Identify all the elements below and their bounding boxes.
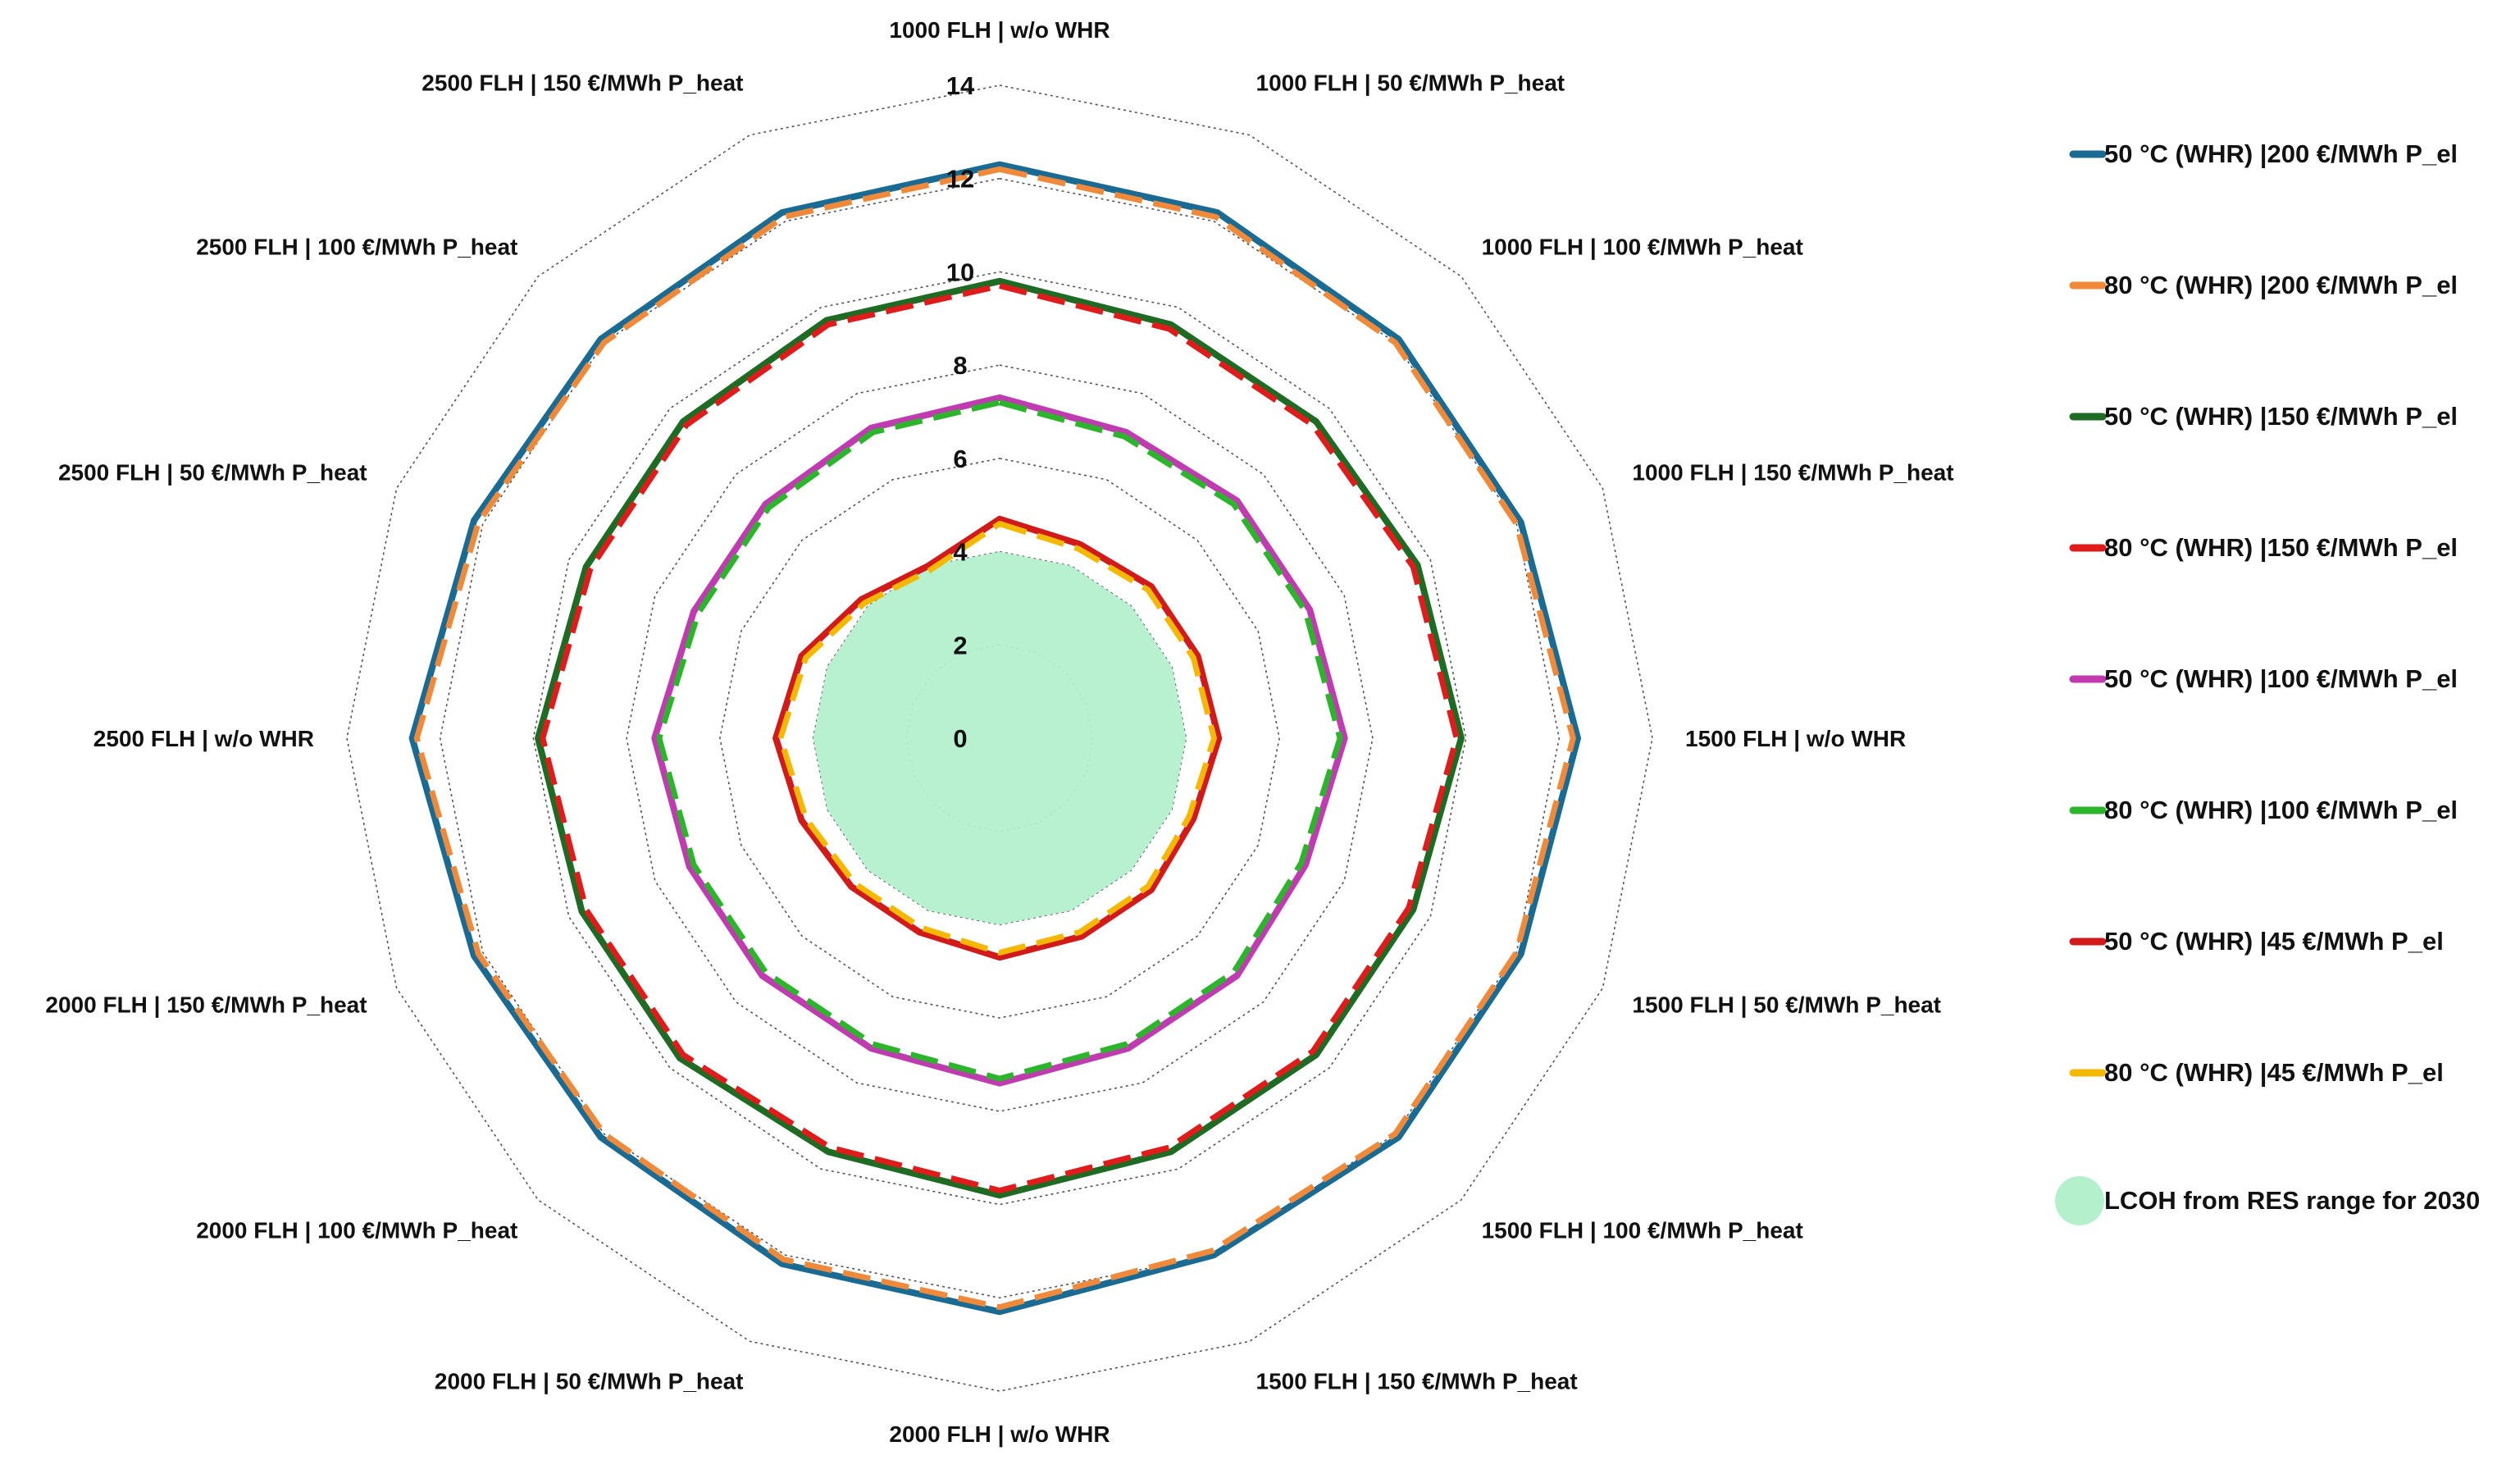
res-range-fill <box>813 551 1187 925</box>
legend: 50 °C (WHR) |200 €/MWh P_el 80 °C (WHR) |… <box>2055 139 2480 1225</box>
grid-ring-12 <box>439 177 1561 1299</box>
legend-label-area: LCOH from RES range for 2030 <box>2104 1186 2480 1215</box>
category-label-16: 2500 FLH | 150 €/MWh P_heat <box>422 71 743 96</box>
category-label-5: 1500 FLH | w/o WHR <box>1685 726 1906 751</box>
category-label-11: 2000 FLH | 100 €/MWh P_heat <box>196 1218 517 1243</box>
category-label-15: 2500 FLH | 100 €/MWh P_heat <box>196 234 517 259</box>
series-line-2 <box>413 166 1576 1311</box>
category-label-8: 1500 FLH | 150 €/MWh P_heat <box>1256 1368 1578 1394</box>
series-line-4 <box>540 283 1460 1193</box>
tick-label-0: 0 <box>953 724 967 753</box>
category-label-14: 2500 FLH | 50 €/MWh P_heat <box>58 460 367 486</box>
legend-label-8: 80 °C (WHR) |45 €/MWh P_el <box>2104 1058 2444 1087</box>
tick-label-12: 12 <box>946 165 974 194</box>
category-labels: 1000 FLH | w/o WHR 1000 FLH | 50 €/MWh P_… <box>45 17 1953 1447</box>
legend-label-7: 50 °C (WHR) |45 €/MWh P_el <box>2104 927 2444 956</box>
category-label-9: 2000 FLH | w/o WHR <box>889 1421 1110 1447</box>
category-label-1: 1000 FLH | w/o WHR <box>889 17 1110 43</box>
legend-label-3: 50 °C (WHR) |150 €/MWh P_el <box>2104 402 2458 431</box>
category-label-6: 1500 FLH | 50 €/MWh P_heat <box>1632 992 1941 1018</box>
tick-label-2: 2 <box>953 631 967 659</box>
tick-label-8: 8 <box>953 351 967 380</box>
legend-label-5: 50 °C (WHR) |100 €/MWh P_el <box>2104 664 2458 693</box>
tick-label-14: 14 <box>946 71 975 100</box>
category-label-4: 1000 FLH | 150 €/MWh P_heat <box>1632 460 1953 486</box>
tick-label-6: 6 <box>953 445 967 473</box>
tick-label-10: 10 <box>946 258 974 286</box>
legend-swatch-area <box>2055 1176 2104 1225</box>
tick-label-4: 4 <box>953 538 968 567</box>
series-line-1 <box>408 161 1581 1316</box>
series-line-5 <box>651 394 1348 1087</box>
series-line-6 <box>656 399 1343 1082</box>
res-range-area <box>813 551 1187 925</box>
category-label-10: 2000 FLH | 50 €/MWh P_heat <box>435 1368 744 1394</box>
legend-label-1: 50 °C (WHR) |200 €/MWh P_el <box>2104 139 2458 168</box>
legend-label-4: 80 °C (WHR) |150 €/MWh P_el <box>2104 533 2458 562</box>
category-label-3: 1000 FLH | 100 €/MWh P_heat <box>1482 234 1803 259</box>
radial-tick-labels: 0 2 4 6 8 10 12 14 <box>946 71 975 753</box>
series-line-7 <box>772 515 1223 961</box>
legend-label-2: 80 °C (WHR) |200 €/MWh P_el <box>2104 271 2458 299</box>
legend-label-6: 80 °C (WHR) |100 €/MWh P_el <box>2104 796 2458 824</box>
category-label-2: 1000 FLH | 50 €/MWh P_heat <box>1256 71 1565 96</box>
grid-ring-6 <box>719 458 1280 1019</box>
series-group <box>408 161 1581 1316</box>
grid-ring-8 <box>626 364 1374 1112</box>
category-label-13: 2500 FLH | w/o WHR <box>93 726 314 751</box>
grid-ring-14 <box>346 84 1653 1392</box>
category-label-12: 2000 FLH | 150 €/MWh P_heat <box>45 992 367 1018</box>
series-line-8 <box>777 521 1217 956</box>
category-label-7: 1500 FLH | 100 €/MWh P_heat <box>1482 1218 1803 1243</box>
series-line-3 <box>535 277 1465 1199</box>
